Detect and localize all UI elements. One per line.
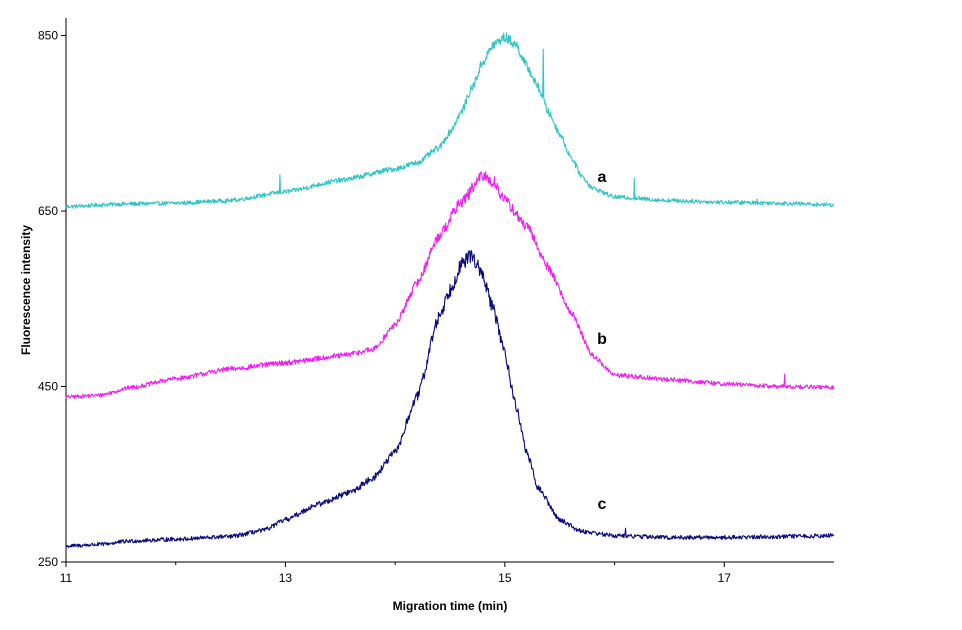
plot-frame	[65, 18, 834, 563]
x-tick-label: 17	[718, 571, 732, 585]
x-tick-label: 15	[498, 571, 512, 585]
series-label-b: b	[597, 331, 607, 348]
x-tick-label: 13	[279, 571, 293, 585]
series-line-b	[65, 171, 835, 399]
x-axis-ticks: 11 13 15 17	[60, 562, 732, 585]
series-label-a: a	[598, 169, 607, 186]
y-tick-label: 250	[38, 555, 58, 569]
series-line-a	[65, 32, 835, 209]
y-axis-title: Fluorescence intensity	[19, 225, 33, 355]
x-tick-label: 11	[60, 571, 73, 585]
series-labels: a b c	[597, 169, 607, 513]
y-tick-label: 850	[38, 29, 58, 43]
series-label-c: c	[598, 496, 607, 513]
y-tick-label: 650	[38, 204, 58, 218]
series-layer	[65, 32, 835, 549]
series-line-c	[65, 249, 835, 549]
y-axis-ticks: 250 450 650 850	[38, 29, 66, 569]
x-axis-title: Migration time (min)	[393, 599, 508, 613]
y-tick-label: 450	[38, 380, 58, 394]
